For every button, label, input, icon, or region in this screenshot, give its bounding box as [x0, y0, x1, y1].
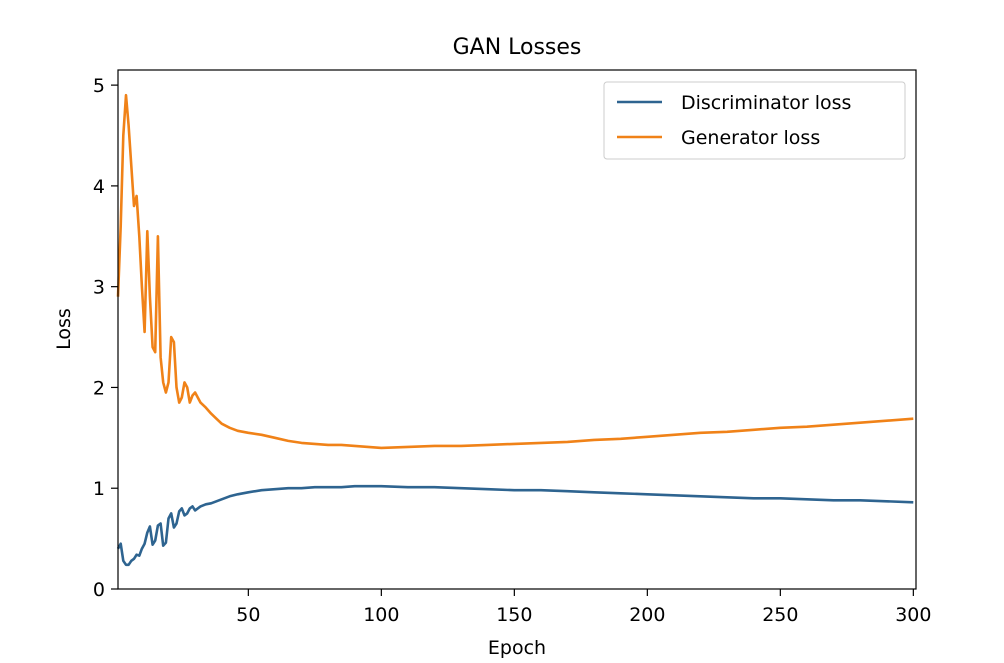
y-tick-label: 4	[93, 176, 105, 198]
chart-title: GAN Losses	[453, 35, 582, 60]
plot-series	[116, 93, 914, 567]
legend: Discriminator loss Generator loss	[603, 81, 906, 160]
y-tick-label: 5	[93, 75, 105, 97]
legend-box	[603, 81, 906, 160]
plot-frame	[117, 69, 917, 590]
x-axis-ticks: 50 100 150 200 250 300	[236, 589, 931, 626]
y-axis-label: Loss	[53, 308, 75, 350]
y-tick-label: 0	[93, 579, 105, 601]
y-axis-ticks: 0 1 2 3 4 5	[93, 75, 118, 601]
x-tick-label: 50	[236, 604, 260, 626]
y-tick-label: 1	[93, 478, 105, 500]
x-axis-label: Epoch	[488, 637, 546, 659]
series-line-discriminator-loss	[116, 484, 914, 567]
x-tick-label: 200	[629, 604, 665, 626]
x-tick-label: 150	[496, 604, 532, 626]
x-tick-label: 300	[895, 604, 931, 626]
y-tick-label: 2	[93, 377, 105, 399]
series-line-generator-loss	[116, 93, 914, 450]
legend-label-generator: Generator loss	[681, 127, 820, 149]
x-tick-label: 100	[363, 604, 399, 626]
y-tick-label: 3	[93, 277, 105, 299]
x-tick-label: 250	[762, 604, 798, 626]
legend-label-discriminator: Discriminator loss	[681, 92, 851, 114]
